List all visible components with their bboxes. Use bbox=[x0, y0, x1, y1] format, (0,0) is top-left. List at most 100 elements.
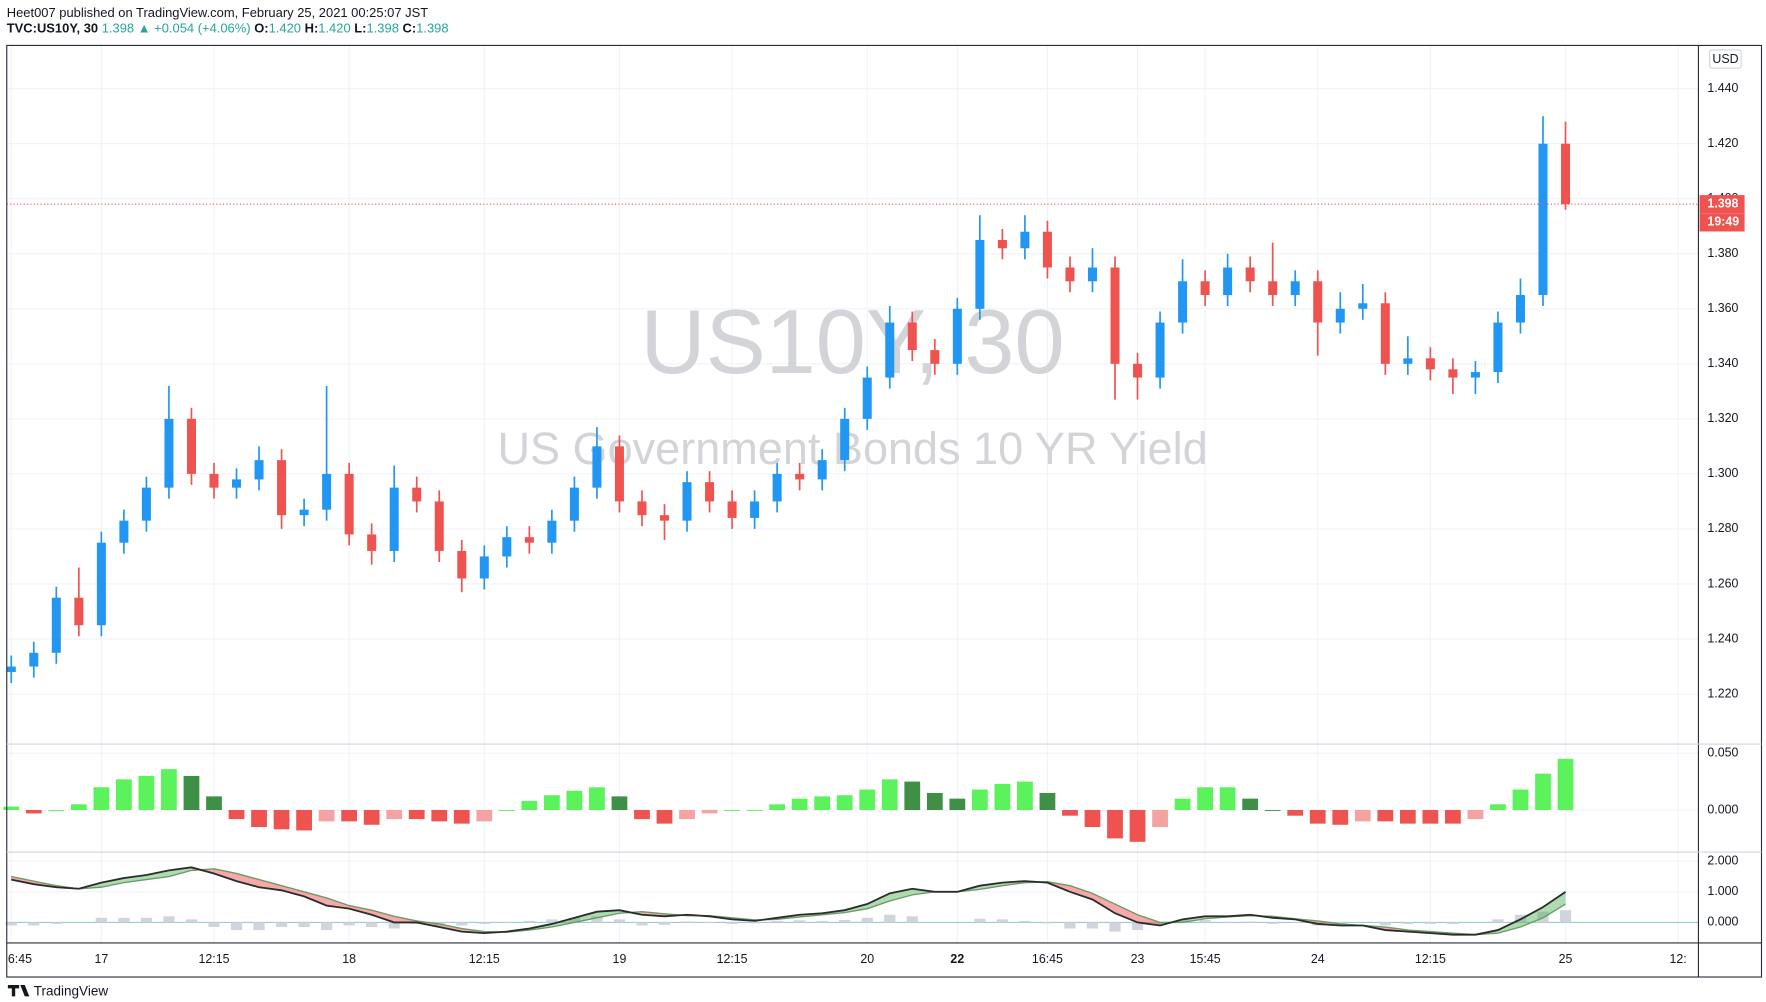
oscillator-bar bbox=[478, 922, 490, 924]
candle-body bbox=[434, 501, 444, 551]
y-tick-label: 1.280 bbox=[1707, 521, 1738, 535]
histogram-bar bbox=[521, 800, 538, 811]
oscillator-bar bbox=[501, 921, 513, 923]
oscillator-bar bbox=[703, 922, 716, 924]
histogram-bar bbox=[701, 810, 718, 814]
x-tick-label: 12:15 bbox=[1415, 952, 1446, 966]
histogram-bar bbox=[183, 775, 200, 811]
legend-c-label: C: bbox=[403, 21, 417, 36]
y-tick-label: 1.360 bbox=[1707, 301, 1738, 315]
candle-body bbox=[682, 482, 692, 521]
oscillator-bar bbox=[1379, 922, 1391, 926]
candle-body bbox=[862, 377, 872, 419]
x-tick-label: 12:15 bbox=[198, 952, 229, 966]
candle-body bbox=[1335, 308, 1345, 323]
histogram-bar bbox=[25, 810, 42, 814]
frame bbox=[6, 44, 1763, 978]
histogram-bar bbox=[634, 810, 650, 820]
x-tick-label: 19 bbox=[613, 952, 627, 966]
candle-body bbox=[1020, 231, 1030, 249]
histogram-bar bbox=[1535, 773, 1551, 811]
candle-body bbox=[1110, 267, 1120, 364]
footer-logo bbox=[7, 984, 30, 997]
currency-badge[interactable] bbox=[1709, 49, 1742, 69]
x-tick-label: 6:45 bbox=[8, 952, 32, 966]
histogram-bar bbox=[679, 810, 695, 820]
histogram-bar bbox=[70, 804, 87, 811]
oscillator-bar bbox=[1267, 922, 1279, 924]
candle-body bbox=[1358, 303, 1368, 309]
y-tick-label: 1.260 bbox=[1707, 576, 1738, 590]
oscillator-fill bbox=[101, 878, 124, 888]
candle-body bbox=[1290, 281, 1300, 296]
candle-body bbox=[952, 308, 962, 364]
oscillator-bar bbox=[771, 920, 783, 923]
oscillator-fill bbox=[123, 874, 147, 883]
last-price-label: 1.398 bbox=[1707, 196, 1738, 210]
candle-body bbox=[412, 487, 422, 502]
candle-body bbox=[299, 509, 309, 516]
y-tick-label: 1.240 bbox=[1707, 631, 1738, 645]
candle-body bbox=[1515, 295, 1525, 323]
histogram-bar bbox=[408, 810, 425, 820]
oscillator-bar bbox=[794, 920, 806, 923]
oscillator-bar bbox=[523, 920, 535, 923]
oscillator-bar bbox=[50, 922, 62, 924]
oscillator-fill bbox=[371, 910, 395, 923]
candle-body bbox=[1133, 363, 1143, 378]
y-tick-label: 1.320 bbox=[1707, 411, 1738, 425]
candle-body bbox=[1178, 281, 1188, 323]
candle-body bbox=[389, 487, 399, 551]
candle-body bbox=[1245, 267, 1255, 282]
histogram-bar bbox=[1152, 810, 1168, 828]
histogram-bar bbox=[453, 810, 470, 824]
x-tick-label: 22 bbox=[950, 952, 964, 966]
histogram-bar bbox=[1129, 810, 1146, 842]
candle-body bbox=[186, 418, 196, 474]
histogram-bar bbox=[138, 775, 155, 811]
candle-body bbox=[74, 597, 84, 626]
candle-body bbox=[569, 487, 579, 521]
candle-body bbox=[840, 418, 850, 461]
candle-body bbox=[502, 537, 512, 557]
candle-body bbox=[164, 418, 174, 488]
candle-body bbox=[479, 556, 489, 579]
y-tick-label: 1.340 bbox=[1707, 356, 1738, 370]
histogram-bar bbox=[1490, 804, 1506, 811]
oscillator-bar bbox=[726, 922, 738, 924]
histogram-bar bbox=[1377, 810, 1394, 822]
last-price-tag bbox=[1699, 195, 1745, 214]
candle-body bbox=[457, 550, 467, 579]
oscillator-bar bbox=[748, 922, 761, 924]
candle-body bbox=[1425, 358, 1435, 370]
histogram-bar bbox=[1557, 758, 1574, 811]
candle-body bbox=[592, 446, 602, 488]
oscillator-fill bbox=[281, 885, 305, 897]
histogram-bar bbox=[769, 804, 786, 811]
histogram-bar bbox=[1039, 792, 1056, 811]
oscillator-fill bbox=[1092, 893, 1116, 914]
candle-body bbox=[705, 482, 715, 502]
oscillator-bar bbox=[1559, 910, 1572, 923]
oscillator-bar bbox=[118, 917, 130, 923]
candle-body bbox=[344, 473, 354, 535]
oscillator-bar bbox=[546, 919, 558, 923]
byline: Heet007 published on TradingView.com, Fe… bbox=[7, 5, 428, 20]
oscillator-bar bbox=[366, 922, 378, 928]
histogram-bar bbox=[476, 810, 493, 822]
histogram-bar bbox=[498, 810, 515, 811]
histogram-bar bbox=[566, 790, 583, 811]
candle-body bbox=[1493, 322, 1503, 373]
histogram-bar bbox=[1219, 787, 1236, 811]
candle-body bbox=[1403, 358, 1413, 364]
histogram-bar bbox=[836, 795, 853, 811]
histogram-bar bbox=[949, 798, 966, 811]
oscillator-bar bbox=[140, 917, 153, 923]
candle-body bbox=[209, 473, 219, 488]
histogram-bar bbox=[746, 810, 763, 811]
x-tick-label: 12: bbox=[1670, 952, 1687, 966]
histogram-bar bbox=[386, 810, 403, 820]
candle-body bbox=[6, 666, 16, 673]
legend-change: ▲ +0.054 (+4.06%) bbox=[138, 21, 251, 36]
